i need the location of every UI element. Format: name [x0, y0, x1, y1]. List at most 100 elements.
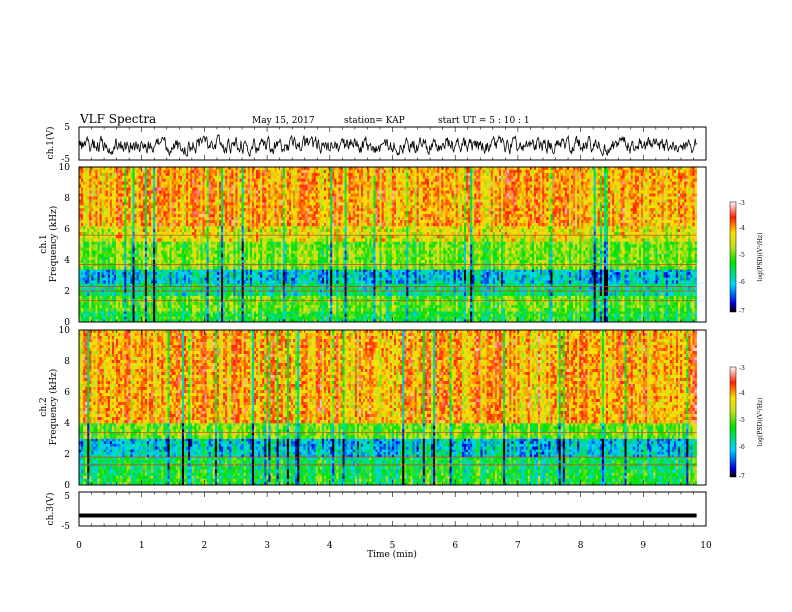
spectrogram-cell [219, 314, 221, 317]
spectrogram-cell [133, 296, 135, 299]
spectrogram-cell [98, 314, 100, 317]
spectrogram-cell [466, 311, 468, 314]
spectrogram-cell [324, 314, 326, 317]
spectrogram-cell [695, 317, 697, 320]
spectrogram-cell [487, 314, 489, 317]
spectrogram-cell [635, 317, 637, 320]
spectrogram-cell [517, 314, 519, 317]
spectrogram-cell [318, 317, 320, 320]
spectrogram-cell [198, 302, 200, 305]
spectrogram-cell [452, 317, 454, 320]
spectrogram-cell [592, 311, 594, 314]
spectrogram-cell [408, 314, 410, 317]
spectrogram-cell [470, 296, 472, 299]
spectrogram-cell [604, 314, 606, 317]
spectrogram-cell [559, 317, 561, 320]
spectrogram-cell [359, 296, 361, 299]
spectrogram-cell [87, 317, 89, 320]
spectrogram-cell [497, 317, 499, 320]
spectrogram-cell [217, 302, 219, 305]
spectrogram-cell [577, 296, 579, 299]
spectrogram-cell [277, 314, 279, 317]
spectrogram-cell [283, 314, 285, 317]
spectrogram-cell [394, 314, 396, 317]
spectrogram-cell [203, 311, 205, 314]
spectrogram-cell [587, 314, 589, 317]
spectrogram-cell [205, 311, 207, 314]
spectrogram-cell [349, 317, 351, 320]
spectrogram-cell [81, 317, 83, 320]
spectrogram-cell [159, 302, 161, 305]
spectrogram-cell [270, 302, 272, 305]
spectrogram-cell [672, 296, 674, 299]
spectrogram-cell [262, 314, 264, 317]
spectrogram-cell [200, 314, 202, 317]
spectrogram-cell [170, 311, 172, 314]
spectrogram-cell [489, 296, 491, 299]
spectrogram-cell [155, 311, 157, 314]
spectrogram-cell [137, 317, 139, 320]
spectrogram-cell [371, 314, 373, 317]
spectrogram-cell [515, 317, 517, 320]
spectrogram-cell [347, 311, 349, 314]
spectrogram-cell [153, 311, 155, 314]
spectrogram-cell [361, 302, 363, 305]
spectrogram-cell [147, 314, 149, 317]
spectrogram-cell [336, 311, 338, 314]
spectrogram-cell [559, 311, 561, 314]
spectrogram-cell [478, 314, 480, 317]
spectrogram-cell [361, 311, 363, 314]
spectrogram-cell [291, 302, 293, 305]
spectrogram-cell [359, 302, 361, 305]
spectrogram-cell [365, 296, 367, 299]
spectrogram-cell [534, 296, 536, 299]
spectrogram-cell [308, 296, 310, 299]
spectrogram-cell [618, 314, 620, 317]
spectrogram-cell [602, 314, 604, 317]
spectrogram-cell [544, 314, 546, 317]
spectrogram-cell [373, 296, 375, 299]
spectrogram-cell [386, 314, 388, 317]
spectrogram-cell [534, 311, 536, 314]
spectrogram-cell [126, 317, 128, 320]
spectrogram-cell [108, 317, 110, 320]
spectrogram-cell [194, 317, 196, 320]
spectrogram-cell [100, 314, 102, 317]
spectrogram-cell [674, 317, 676, 320]
spectrogram-cell [196, 296, 198, 299]
spectrogram-cell [550, 296, 552, 299]
spectrogram-cell [270, 314, 272, 317]
spectrogram-cell [349, 314, 351, 317]
spectrogram-cell [91, 302, 93, 305]
spectrogram-cell [240, 311, 242, 314]
spectrogram-cell [388, 317, 390, 320]
spectrogram-cell [406, 314, 408, 317]
spectrogram-cell [258, 317, 260, 320]
spectrogram-cell [390, 314, 392, 317]
spectrogram-cell [653, 317, 655, 320]
spectrogram-cell [281, 296, 283, 299]
spectrogram-cell [293, 317, 295, 320]
spectrogram-cell [618, 311, 620, 314]
spectrogram-cell [478, 296, 480, 299]
spectrogram-cell [235, 302, 237, 305]
spectrogram-cell [223, 314, 225, 317]
spectrogram-cell [126, 314, 128, 317]
spectrogram-cell [470, 314, 472, 317]
spectrogram-cell [120, 317, 122, 320]
spectrogram-cell [355, 296, 357, 299]
spectrogram-cell [91, 314, 93, 317]
spectrogram-cell [252, 311, 254, 314]
spectrogram-cell [592, 296, 594, 299]
spectrogram-cell [87, 302, 89, 305]
spectrogram-cell [396, 317, 398, 320]
spectrogram-cell [680, 311, 682, 314]
spectrogram-cell [118, 311, 120, 314]
spectrogram-cell [509, 314, 511, 317]
spectrogram-cell [242, 302, 244, 305]
spectrogram-cell [338, 302, 340, 305]
spectrogram-cell [254, 311, 256, 314]
spectrogram-cell [301, 311, 303, 314]
spectrogram-cell [622, 317, 624, 320]
spectrogram-cell [139, 302, 141, 305]
